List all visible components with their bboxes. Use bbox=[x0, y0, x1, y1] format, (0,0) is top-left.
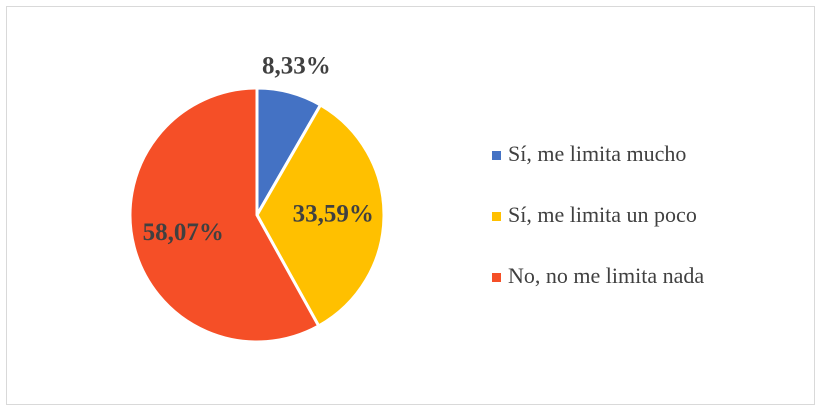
data-label: 33,59% bbox=[293, 200, 374, 227]
data-label: 8,33% bbox=[262, 53, 331, 80]
pie-slice bbox=[128, 86, 321, 344]
legend-swatch bbox=[492, 273, 501, 282]
legend-swatch bbox=[492, 151, 501, 160]
legend-swatch bbox=[492, 212, 501, 221]
legend-label: No, no me limita nada bbox=[508, 263, 704, 288]
legend-label: Sí, me limita mucho bbox=[508, 141, 686, 166]
data-label: 58,07% bbox=[143, 219, 224, 246]
legend-label: Sí, me limita un poco bbox=[508, 202, 697, 227]
